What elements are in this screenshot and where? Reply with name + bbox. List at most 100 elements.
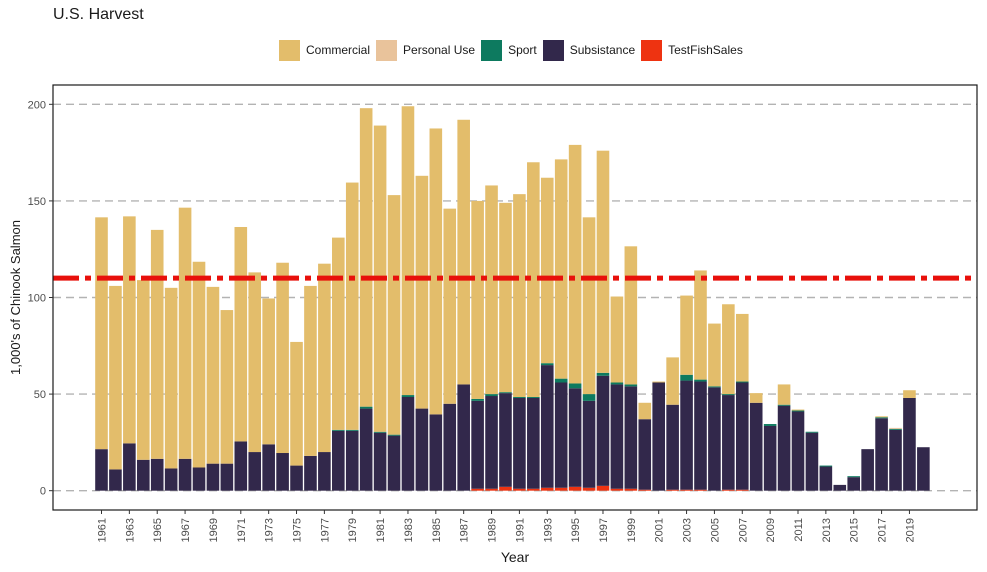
bar-subsistance	[150, 458, 164, 491]
bar-subsistance	[262, 444, 275, 491]
bar-subsistance	[624, 386, 638, 489]
bar-commercial	[178, 207, 192, 459]
bar-commercial	[513, 194, 526, 397]
bar-sport	[735, 381, 749, 383]
legend-swatch	[481, 39, 503, 61]
bar-subsistance	[332, 430, 345, 491]
legend-label: Personal Use	[403, 43, 476, 57]
bar-subsistance	[123, 443, 136, 491]
bar-commercial	[666, 357, 679, 405]
bar-sport	[819, 465, 833, 467]
bar-personal-use	[889, 427, 902, 429]
bar-subsistance	[513, 397, 526, 489]
bar-testfishsales	[554, 487, 568, 491]
bar-sport	[332, 429, 345, 431]
bar-subsistance	[527, 397, 540, 489]
y-tick-label: 150	[28, 196, 46, 208]
bar-subsistance	[763, 425, 777, 491]
bar-subsistance	[917, 447, 930, 491]
legend-label: TestFishSales	[668, 43, 743, 57]
bar-sport	[485, 394, 498, 397]
bar-subsistance	[429, 414, 443, 491]
x-tick-label: 2009	[765, 518, 777, 542]
legend-item-sport: Sport	[481, 39, 537, 61]
bar-subsistance	[610, 384, 624, 489]
bar-subsistance	[499, 393, 512, 487]
x-tick-label: 2019	[904, 518, 916, 542]
bar-subsistance	[290, 465, 303, 491]
bar-testfishsales	[666, 489, 679, 491]
bar-testfishsales	[680, 489, 693, 491]
legend-swatch	[279, 39, 300, 61]
bar-commercial	[387, 195, 401, 435]
x-tick-label: 1991	[514, 518, 526, 542]
bar-subsistance	[777, 405, 791, 491]
bar-subsistance	[819, 466, 833, 491]
bar-subsistance	[554, 382, 568, 488]
x-tick-label: 1971	[236, 518, 248, 542]
x-tick-label: 2007	[737, 518, 749, 542]
x-tick-label: 1989	[487, 518, 499, 542]
bar-commercial	[262, 298, 275, 445]
x-tick-label: 1967	[180, 518, 192, 542]
bar-testfishsales	[638, 489, 652, 491]
bar-sport	[373, 431, 387, 433]
bar-testfishsales	[471, 488, 484, 491]
bar-commercial	[554, 159, 568, 379]
bar-commercial	[471, 200, 484, 399]
bar-commercial	[694, 270, 707, 380]
bar-commercial	[903, 390, 916, 398]
bar-sport	[540, 363, 554, 366]
bar-testfishsales	[624, 488, 638, 491]
bar-testfishsales	[722, 489, 735, 491]
x-tick-label: 1965	[152, 518, 164, 542]
bar-sport	[387, 434, 401, 436]
bar-subsistance	[735, 382, 749, 490]
bar-subsistance	[722, 395, 735, 490]
x-tick-label: 1973	[264, 518, 276, 542]
x-tick-label: 2011	[793, 518, 805, 542]
bar-commercial	[624, 246, 638, 385]
bar-commercial	[318, 263, 331, 453]
bar-subsistance	[318, 452, 331, 491]
x-tick-label: 1995	[570, 518, 582, 542]
bar-commercial	[875, 416, 888, 418]
bar-sport	[722, 394, 735, 396]
bar-commercial	[359, 108, 373, 407]
bar-subsistance	[109, 469, 122, 491]
bar-commercial	[150, 229, 164, 459]
bar-commercial	[332, 237, 345, 430]
x-tick-label: 1977	[319, 518, 331, 542]
bar-subsistance	[248, 452, 262, 491]
bar-commercial	[596, 150, 610, 373]
bar-sport	[805, 431, 819, 433]
bar-subsistance	[304, 455, 317, 491]
bar-commercial	[429, 128, 443, 415]
bar-sport	[513, 396, 526, 398]
x-tick-label: 1979	[347, 518, 359, 542]
bar-commercial	[680, 295, 693, 375]
legend-label: Subsistance	[569, 43, 636, 57]
legend-label: Sport	[508, 43, 537, 57]
bar-commercial	[527, 162, 540, 397]
bar-commercial	[777, 384, 791, 405]
bar-subsistance	[903, 397, 916, 491]
x-tick-label: 1983	[403, 518, 415, 542]
y-axis-title: 1,000's of Chinook Salmon	[8, 220, 23, 375]
bar-testfishsales	[485, 488, 498, 491]
x-tick-label: 2001	[654, 518, 666, 542]
legend-label: Commercial	[306, 43, 371, 57]
legend-item-subsistance: Subsistance	[542, 39, 636, 61]
bar-testfishsales	[582, 487, 596, 491]
bar-subsistance	[791, 411, 805, 491]
bar-commercial	[749, 393, 763, 403]
x-tick-label: 2003	[682, 518, 694, 542]
legend-swatch	[641, 39, 663, 61]
bar-subsistance	[178, 458, 192, 491]
bar-commercial	[708, 323, 721, 387]
bar-testfishsales	[568, 486, 582, 491]
bar-subsistance	[206, 463, 220, 491]
x-axis-title: Year	[501, 549, 530, 565]
bar-subsistance	[596, 375, 610, 486]
